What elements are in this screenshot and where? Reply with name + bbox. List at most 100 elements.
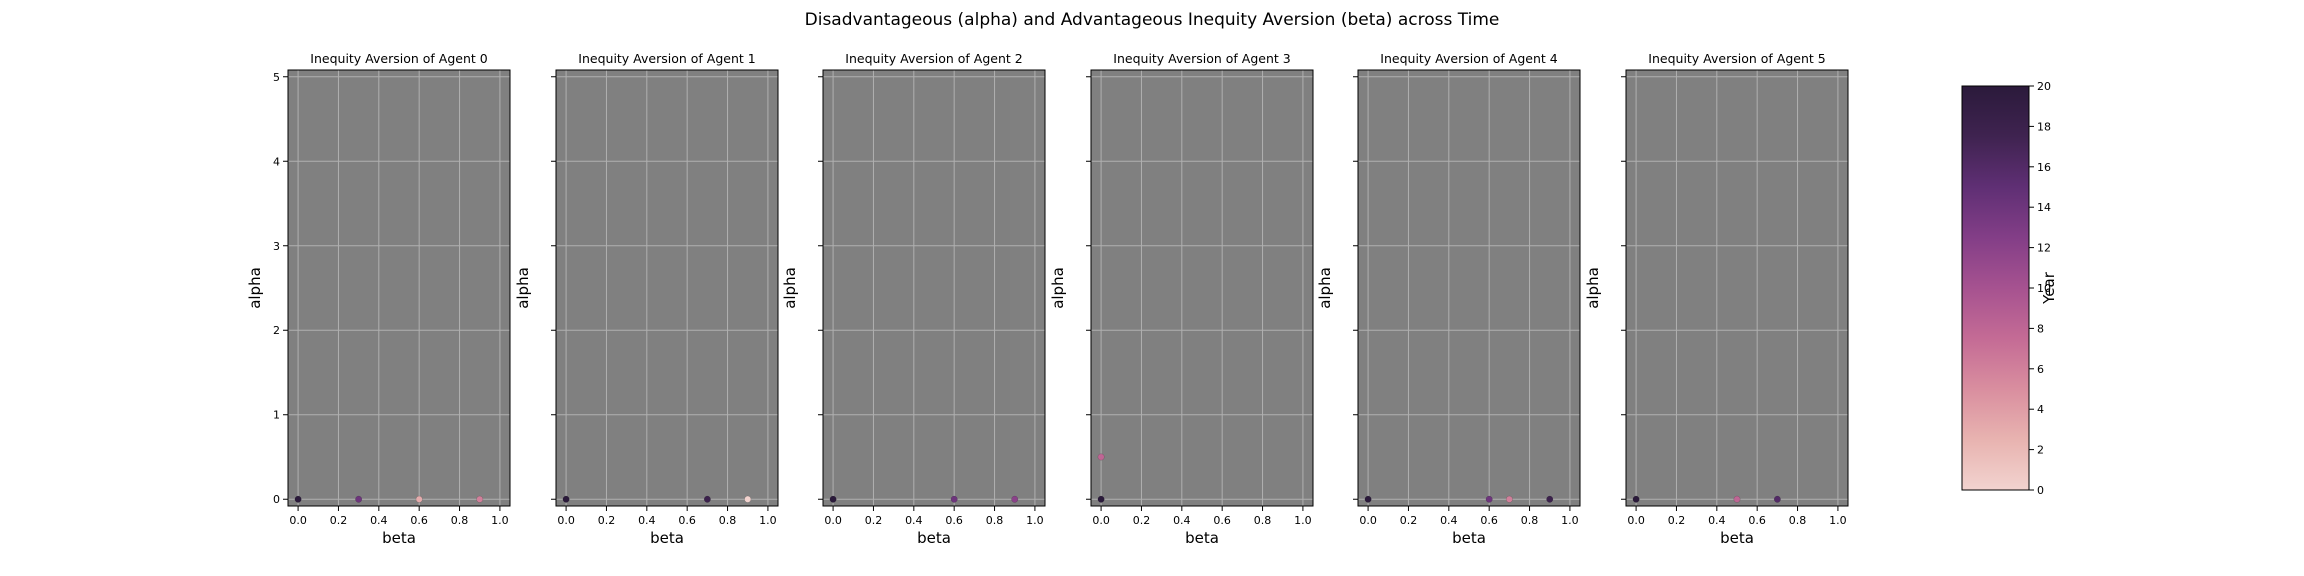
- subplot-agent-5: 0.0 0.2 0.4 0.6 0.8 1.0 Inequity Aversion of A…: [1584, 51, 1849, 547]
- axes-frame: [287, 69, 511, 507]
- colorbar-gradient: [1961, 85, 2030, 491]
- colorbar-tick-label: 14: [2037, 201, 2051, 214]
- x-tick-label: 0.2: [330, 514, 348, 527]
- colorbar-tick-label: 0: [2037, 484, 2044, 497]
- data-point: [703, 495, 711, 503]
- axes-frame: [822, 69, 1046, 507]
- x-axis-label: beta: [650, 529, 684, 547]
- x-tick-label: 0.0: [1092, 514, 1110, 527]
- figure-suptitle: Disadvantageous (alpha) and Advantageous…: [805, 10, 1500, 30]
- x-tick-label: 1.0: [1829, 514, 1847, 527]
- x-tick-label: 0.2: [1400, 514, 1418, 527]
- x-tick-label: 0.4: [1708, 514, 1726, 527]
- y-tick-label: 3: [273, 240, 280, 253]
- x-tick-label: 1.0: [1026, 514, 1044, 527]
- axes-background: [288, 70, 510, 506]
- colorbar-tick-label: 6: [2037, 363, 2044, 376]
- subplot-panels: 0.0 0.2 0.4 0.6 0.8 1.0 0 1 2 3 4 5 Inequity Aversio…: [246, 51, 1849, 547]
- subplot-title: Inequity Aversion of Agent 1: [578, 51, 755, 66]
- subplot-title: Inequity Aversion of Agent 2: [845, 51, 1022, 66]
- subplot-agent-1: 0.0 0.2 0.4 0.6 0.8 1.0 Inequity Aversion of A…: [514, 51, 779, 547]
- subplot-agent-0: 0.0 0.2 0.4 0.6 0.8 1.0 0 1 2 3 4 5 Inequity Aversio…: [246, 51, 511, 547]
- colorbar-tick-label: 10: [2037, 282, 2051, 295]
- colorbar-tick-label: 12: [2037, 242, 2051, 255]
- x-tick-label: 0.4: [1173, 514, 1191, 527]
- colorbar-tick-label: 4: [2037, 403, 2044, 416]
- x-tick-label: 0.8: [1789, 514, 1807, 527]
- y-axis-label: alpha: [1584, 267, 1602, 309]
- x-tick-label: 1.0: [491, 514, 509, 527]
- x-tick-label: 0.6: [945, 514, 963, 527]
- data-point: [415, 495, 423, 503]
- data-point: [1546, 495, 1554, 503]
- y-tick-label: 4: [273, 155, 280, 168]
- y-axis-label: alpha: [1316, 267, 1334, 309]
- axes-background: [823, 70, 1045, 506]
- axes-frame: [1357, 69, 1581, 507]
- data-point: [744, 495, 752, 503]
- y-axis-label: alpha: [781, 267, 799, 309]
- subplot-agent-2: 0.0 0.2 0.4 0.6 0.8 1.0 Inequity Aversion of A…: [781, 51, 1046, 547]
- x-tick-label: 0.6: [1480, 514, 1498, 527]
- data-point: [829, 495, 837, 503]
- x-tick-label: 0.6: [1213, 514, 1231, 527]
- x-tick-label: 0.8: [1254, 514, 1272, 527]
- axes-frame: [555, 69, 779, 507]
- x-tick-label: 0.2: [865, 514, 883, 527]
- y-axis-label: alpha: [1049, 267, 1067, 309]
- x-tick-label: 0.4: [638, 514, 656, 527]
- subplot-agent-4: 0.0 0.2 0.4 0.6 0.8 1.0 Inequity Aversion of A…: [1316, 51, 1581, 547]
- y-tick-label: 5: [273, 71, 280, 84]
- x-tick-label: 0.6: [410, 514, 428, 527]
- x-tick-label: 1.0: [1294, 514, 1312, 527]
- x-tick-label: 0.0: [824, 514, 842, 527]
- data-point: [1505, 495, 1513, 503]
- x-tick-label: 0.0: [289, 514, 307, 527]
- x-axis-label: beta: [382, 529, 416, 547]
- x-tick-label: 0.8: [986, 514, 1004, 527]
- colorbar-tick-label: 8: [2037, 322, 2044, 335]
- colorbar: 0 2 4 6 8 10 12 14 16 18 20 Year: [1961, 80, 2058, 497]
- colorbar-tick-label: 16: [2037, 161, 2051, 174]
- data-point: [1011, 495, 1019, 503]
- x-tick-label: 0.0: [1627, 514, 1645, 527]
- data-point: [1773, 495, 1781, 503]
- data-point: [1097, 453, 1105, 461]
- x-axis-label: beta: [1185, 529, 1219, 547]
- subplot-title: Inequity Aversion of Agent 4: [1380, 51, 1557, 66]
- axes-background: [1626, 70, 1848, 506]
- data-point: [294, 495, 302, 503]
- x-axis-label: beta: [1452, 529, 1486, 547]
- colorbar-tick-label: 20: [2037, 80, 2051, 93]
- x-tick-label: 0.6: [1748, 514, 1766, 527]
- axes-frame: [1625, 69, 1849, 507]
- x-axis-label: beta: [917, 529, 951, 547]
- x-tick-label: 0.2: [1668, 514, 1686, 527]
- x-tick-label: 0.4: [370, 514, 388, 527]
- x-tick-label: 0.4: [1440, 514, 1458, 527]
- subplot-title: Inequity Aversion of Agent 5: [1648, 51, 1825, 66]
- data-point: [1632, 495, 1640, 503]
- data-point: [1364, 495, 1372, 503]
- data-point: [562, 495, 570, 503]
- subplot-agent-3: 0.0 0.2 0.4 0.6 0.8 1.0 Inequity Aversion of A…: [1049, 51, 1314, 547]
- y-tick-label: 0: [273, 493, 280, 506]
- y-axis-label: alpha: [246, 267, 264, 309]
- colorbar-tick-label: 2: [2037, 444, 2044, 457]
- axes-background: [1091, 70, 1313, 506]
- x-tick-label: 0.6: [678, 514, 696, 527]
- y-tick-label: 1: [273, 409, 280, 422]
- x-tick-label: 0.8: [1521, 514, 1539, 527]
- data-point: [950, 495, 958, 503]
- x-tick-label: 0.8: [719, 514, 737, 527]
- data-point: [1097, 495, 1105, 503]
- y-tick-label: 2: [273, 324, 280, 337]
- x-tick-label: 1.0: [759, 514, 777, 527]
- axes-frame: [1090, 69, 1314, 507]
- x-tick-label: 1.0: [1561, 514, 1579, 527]
- x-tick-label: 0.2: [598, 514, 616, 527]
- colorbar-label: Year: [2040, 271, 2058, 305]
- y-axis-label: alpha: [514, 267, 532, 309]
- data-point: [1733, 495, 1741, 503]
